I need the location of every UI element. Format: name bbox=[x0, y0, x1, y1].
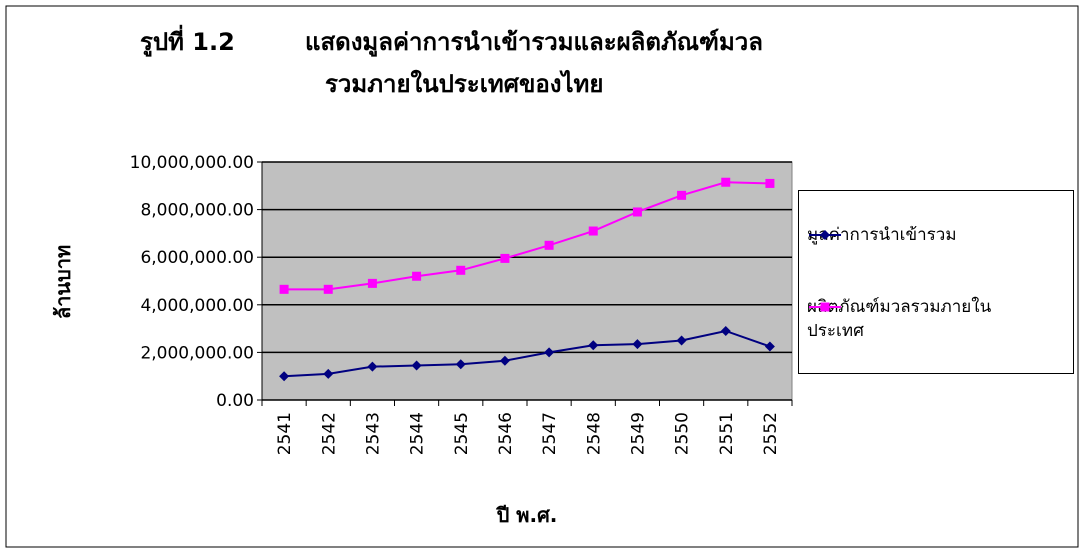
legend-key bbox=[807, 295, 843, 319]
y-tick-label: 8,000,000.00 bbox=[140, 201, 254, 221]
legend-item: มูลค่าการนำเข้ารวม bbox=[807, 223, 1007, 247]
x-tick-label: 2551 bbox=[717, 412, 737, 455]
y-tick-label: 2,000,000.00 bbox=[140, 343, 254, 363]
point bbox=[324, 285, 333, 294]
x-tick-label: 2545 bbox=[452, 412, 472, 455]
y-axis-label: ล้านบาท bbox=[51, 245, 75, 319]
chart-title: แสดงมูลค่าการนำเข้ารวมและผลิตภัณฑ์มวล bbox=[305, 28, 763, 57]
y-tick-label: 0.00 bbox=[216, 391, 254, 411]
point bbox=[589, 227, 598, 236]
point bbox=[545, 241, 554, 250]
x-axis-label: ปี พ.ศ. bbox=[495, 503, 557, 527]
legend: มูลค่าการนำเข้ารวมผลิตภัณฑ์มวลรวมภายในปร… bbox=[798, 190, 1074, 374]
y-tick-label: 4,000,000.00 bbox=[140, 296, 254, 316]
plot-area bbox=[262, 162, 792, 400]
legend-marker bbox=[821, 303, 830, 312]
point bbox=[412, 272, 421, 281]
x-tick-label: 2549 bbox=[628, 412, 648, 455]
page: รูปที่ 1.2 แสดงมูลค่าการนำเข้ารวมและผลิต… bbox=[0, 0, 1085, 553]
figure-label: รูปที่ 1.2 bbox=[140, 24, 235, 57]
x-tick-label: 2542 bbox=[319, 412, 339, 455]
x-tick-label: 2546 bbox=[496, 412, 516, 455]
x-tick-label: 2541 bbox=[275, 412, 295, 455]
point bbox=[721, 178, 730, 187]
x-tick-label: 2552 bbox=[761, 412, 781, 455]
point bbox=[456, 266, 465, 275]
y-tick-label: 6,000,000.00 bbox=[140, 248, 254, 268]
x-tick-label: 2548 bbox=[584, 412, 604, 455]
y-tick-label: 10,000,000.00 bbox=[130, 153, 254, 173]
x-tick-label: 2544 bbox=[408, 412, 428, 455]
legend-item: ผลิตภัณฑ์มวลรวมภายในประเทศ bbox=[807, 295, 1007, 343]
legend-marker bbox=[820, 230, 830, 240]
x-tick-label: 2547 bbox=[540, 412, 560, 455]
point bbox=[765, 179, 774, 188]
point bbox=[500, 254, 509, 263]
point bbox=[368, 279, 377, 288]
x-tick-label: 2550 bbox=[673, 412, 693, 455]
point bbox=[677, 191, 686, 200]
legend-key bbox=[807, 223, 843, 247]
point bbox=[633, 207, 642, 216]
chart-title: รวมภายในประเทศของไทย bbox=[325, 69, 603, 98]
point bbox=[280, 285, 289, 294]
x-tick-label: 2543 bbox=[363, 412, 383, 455]
